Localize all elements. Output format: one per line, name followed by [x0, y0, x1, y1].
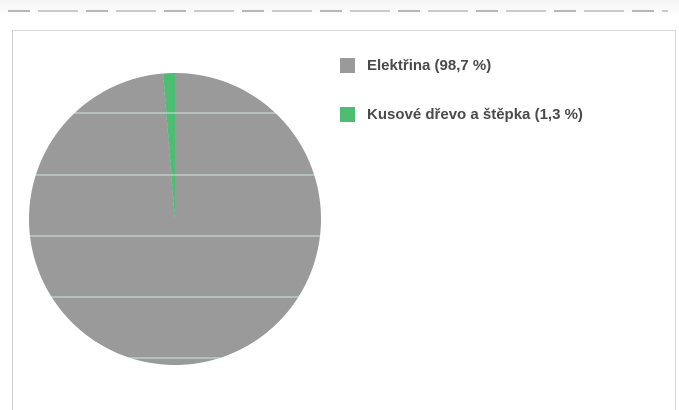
chart-legend: Elektřina (98,7 %) Kusové dřevo a štěpka…	[340, 55, 660, 153]
legend-swatch-kusove-drevo	[340, 106, 355, 122]
pie-slice-kusove-drevo	[163, 73, 175, 219]
pie-slice-elektrina	[29, 73, 322, 365]
legend-swatch-elektrina	[340, 57, 355, 73]
scan-header-strip	[0, 0, 679, 18]
legend-item-elektrina: Elektřina (98,7 %)	[340, 55, 660, 75]
legend-item-kusove-drevo: Kusové dřevo a štěpka (1,3 %)	[340, 104, 660, 124]
scan-artifact-line	[8, 10, 668, 12]
legend-label-elektrina: Elektřina (98,7 %)	[367, 56, 492, 74]
chart-frame	[12, 30, 676, 410]
legend-label-kusove-drevo: Kusové dřevo a štěpka (1,3 %)	[367, 105, 583, 123]
